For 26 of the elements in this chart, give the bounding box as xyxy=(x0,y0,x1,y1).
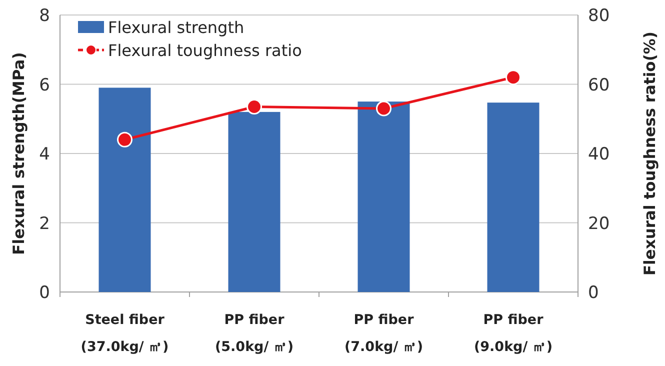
point xyxy=(246,99,262,115)
y-tick-label: 6 xyxy=(39,75,50,96)
y2-tick-label: 40 xyxy=(588,144,610,164)
legend-label: Flexural strength xyxy=(108,18,244,37)
point xyxy=(376,100,392,116)
x-tick-label: PP fiber (5.0kg/ ㎥) xyxy=(214,312,294,355)
bar xyxy=(487,102,540,292)
bar xyxy=(358,102,410,292)
y2-tick-label: 60 xyxy=(588,75,610,96)
x-tick-label: PP fiber (9.0kg/ ㎥) xyxy=(474,312,553,355)
x-tick-label: PP fiber (7.0kg/ ㎥) xyxy=(344,312,424,355)
point xyxy=(506,70,521,86)
y-tick-label: 2 xyxy=(39,214,50,234)
legend-label: Flexural toughness ratio xyxy=(108,41,302,60)
y-axis-title: Flexural strength(MPa) xyxy=(10,52,28,255)
bar xyxy=(228,112,280,292)
x-tick-label: Steel fiber (37.0kg/ ㎥) xyxy=(80,312,169,355)
y-tick-label: 4 xyxy=(39,144,50,164)
point xyxy=(117,132,132,148)
y2-tick-label: 0 xyxy=(588,283,599,303)
y2-tick-label: 20 xyxy=(588,214,610,234)
y-tick-label: 0 xyxy=(39,283,50,303)
y2-axis-title: Flexural toughness ratio(%) xyxy=(641,31,659,276)
y-tick-label: 8 xyxy=(39,6,50,26)
bar xyxy=(98,88,151,292)
y2-tick-label: 80 xyxy=(588,6,610,26)
